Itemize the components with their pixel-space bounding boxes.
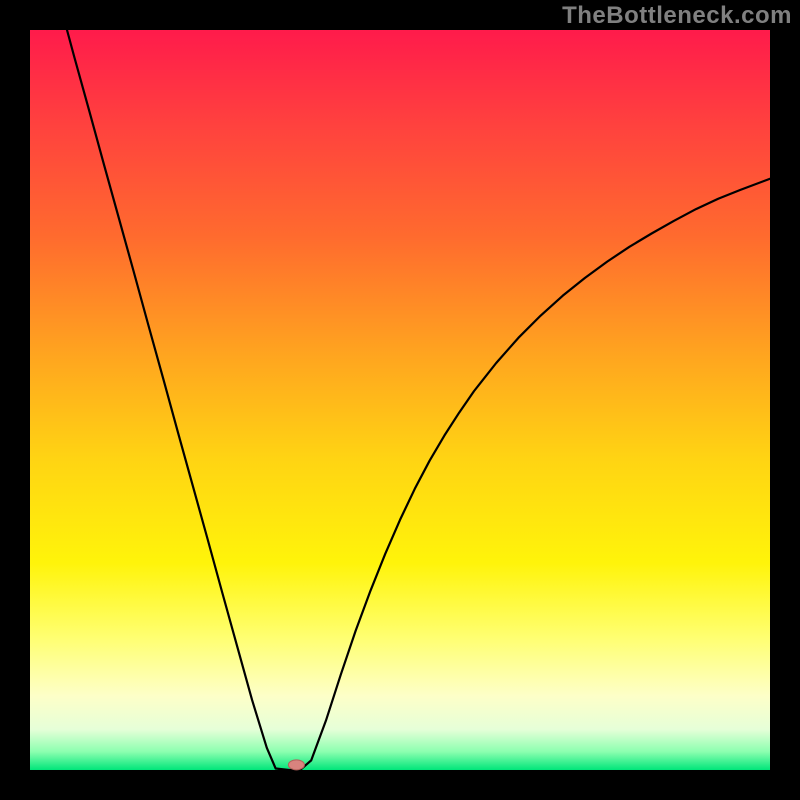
bottleneck-chart [0,0,800,800]
chart-frame: TheBottleneck.com [0,0,800,800]
optimal-point-marker [288,760,304,770]
plot-background [30,30,770,770]
